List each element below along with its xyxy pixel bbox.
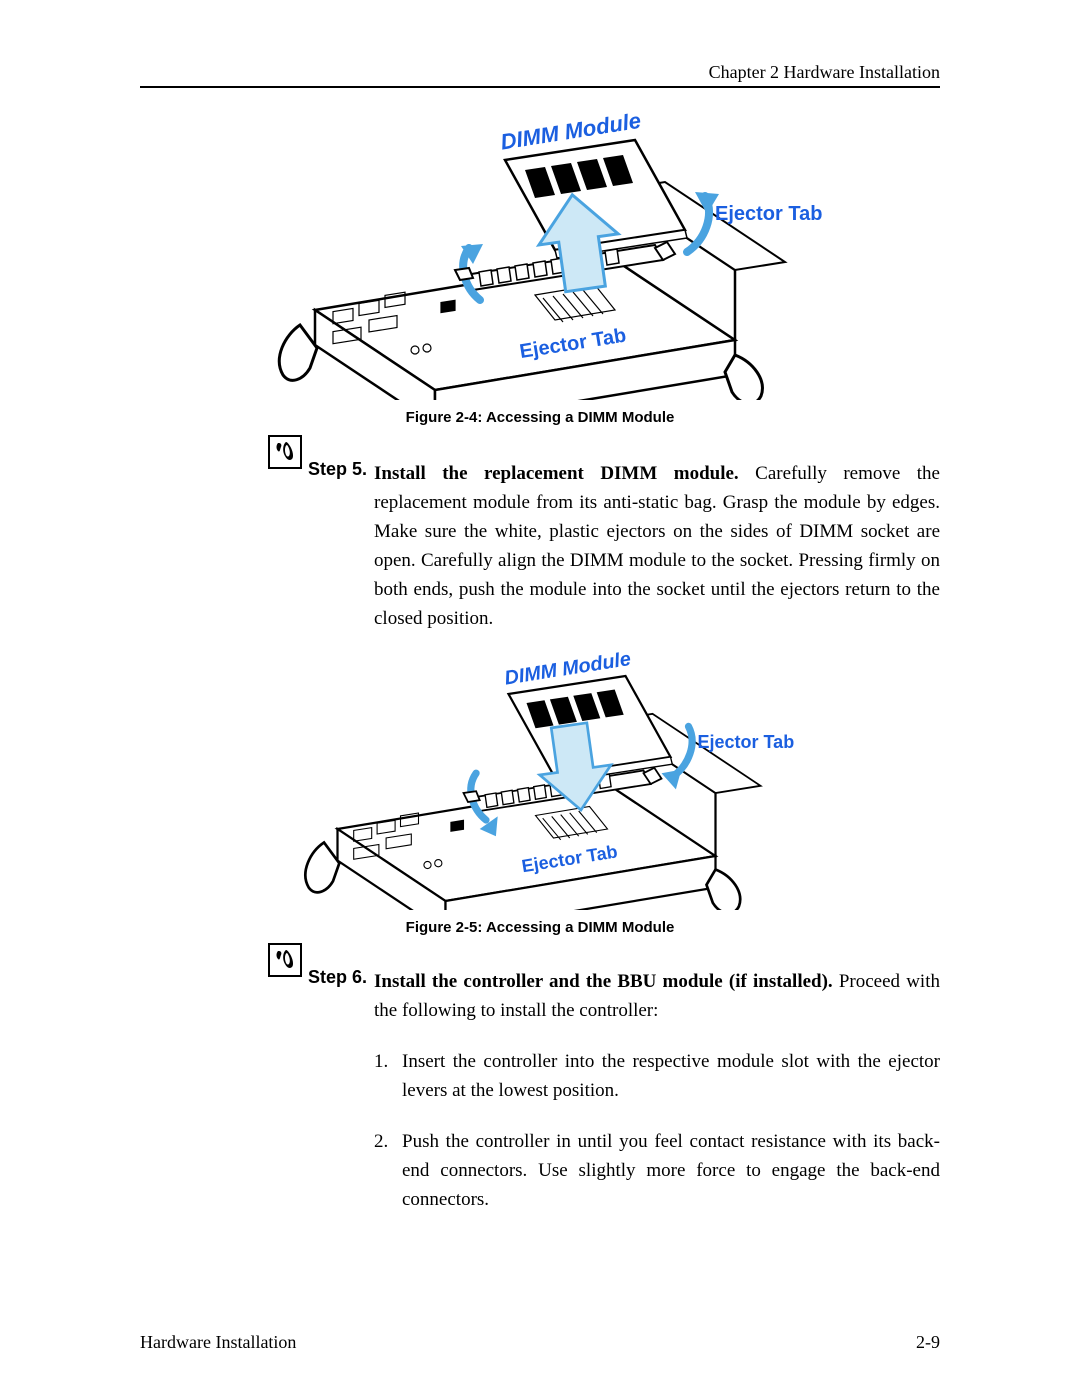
page-header: Chapter 2 Hardware Installation [140, 62, 940, 83]
step-5-text: Carefully remove the replacement module … [374, 463, 940, 629]
figure-2-5-diagram: DIMM Module Ejector Tab Ejector Tab [255, 640, 825, 910]
step-6-bold: Install the controller and the BBU modul… [374, 971, 833, 992]
step-5: Step 5. Install the replacement DIMM mod… [270, 459, 940, 633]
figure-2-4-caption: Figure 2-4: Accessing a DIMM Module [140, 409, 940, 426]
list-item-number: 2. [374, 1127, 402, 1214]
list-item: 1. Insert the controller into the respec… [374, 1047, 940, 1105]
step-6-label: Step 6. [308, 967, 367, 988]
step-icon [268, 435, 302, 469]
figure-2-5-caption: Figure 2-5: Accessing a DIMM Module [140, 919, 940, 936]
figure-2-4: DIMM Module Ejector Tab Ejector Tab Figu… [140, 100, 940, 426]
page: Chapter 2 Hardware Installation [140, 0, 940, 1397]
list-item-text: Push the controller in until you feel co… [402, 1127, 940, 1214]
step-5-label: Step 5. [308, 459, 367, 480]
header-rule [140, 86, 940, 88]
list-item: 2. Push the controller in until you feel… [374, 1127, 940, 1214]
footer-right: 2-9 [916, 1332, 940, 1353]
step-6: Step 6. Install the controller and the B… [270, 967, 940, 1236]
list-item-number: 1. [374, 1047, 402, 1105]
step-icon [268, 943, 302, 977]
figure-2-4-diagram: DIMM Module Ejector Tab Ejector Tab [255, 100, 825, 400]
label-ejector-tab-right: Ejector Tab [715, 203, 822, 225]
footer-left: Hardware Installation [140, 1332, 296, 1353]
step-5-bold: Install the replacement DIMM module. [374, 463, 739, 484]
label-ejector-tab-right: Ejector Tab [698, 732, 795, 752]
step-6-list: 1. Insert the controller into the respec… [374, 1047, 940, 1214]
step-6-body: Install the controller and the BBU modul… [374, 967, 940, 1025]
step-5-body: Install the replacement DIMM module. Car… [374, 459, 940, 633]
list-item-text: Insert the controller into the respectiv… [402, 1047, 940, 1105]
figure-2-5: DIMM Module Ejector Tab Ejector Tab Figu… [140, 640, 940, 936]
